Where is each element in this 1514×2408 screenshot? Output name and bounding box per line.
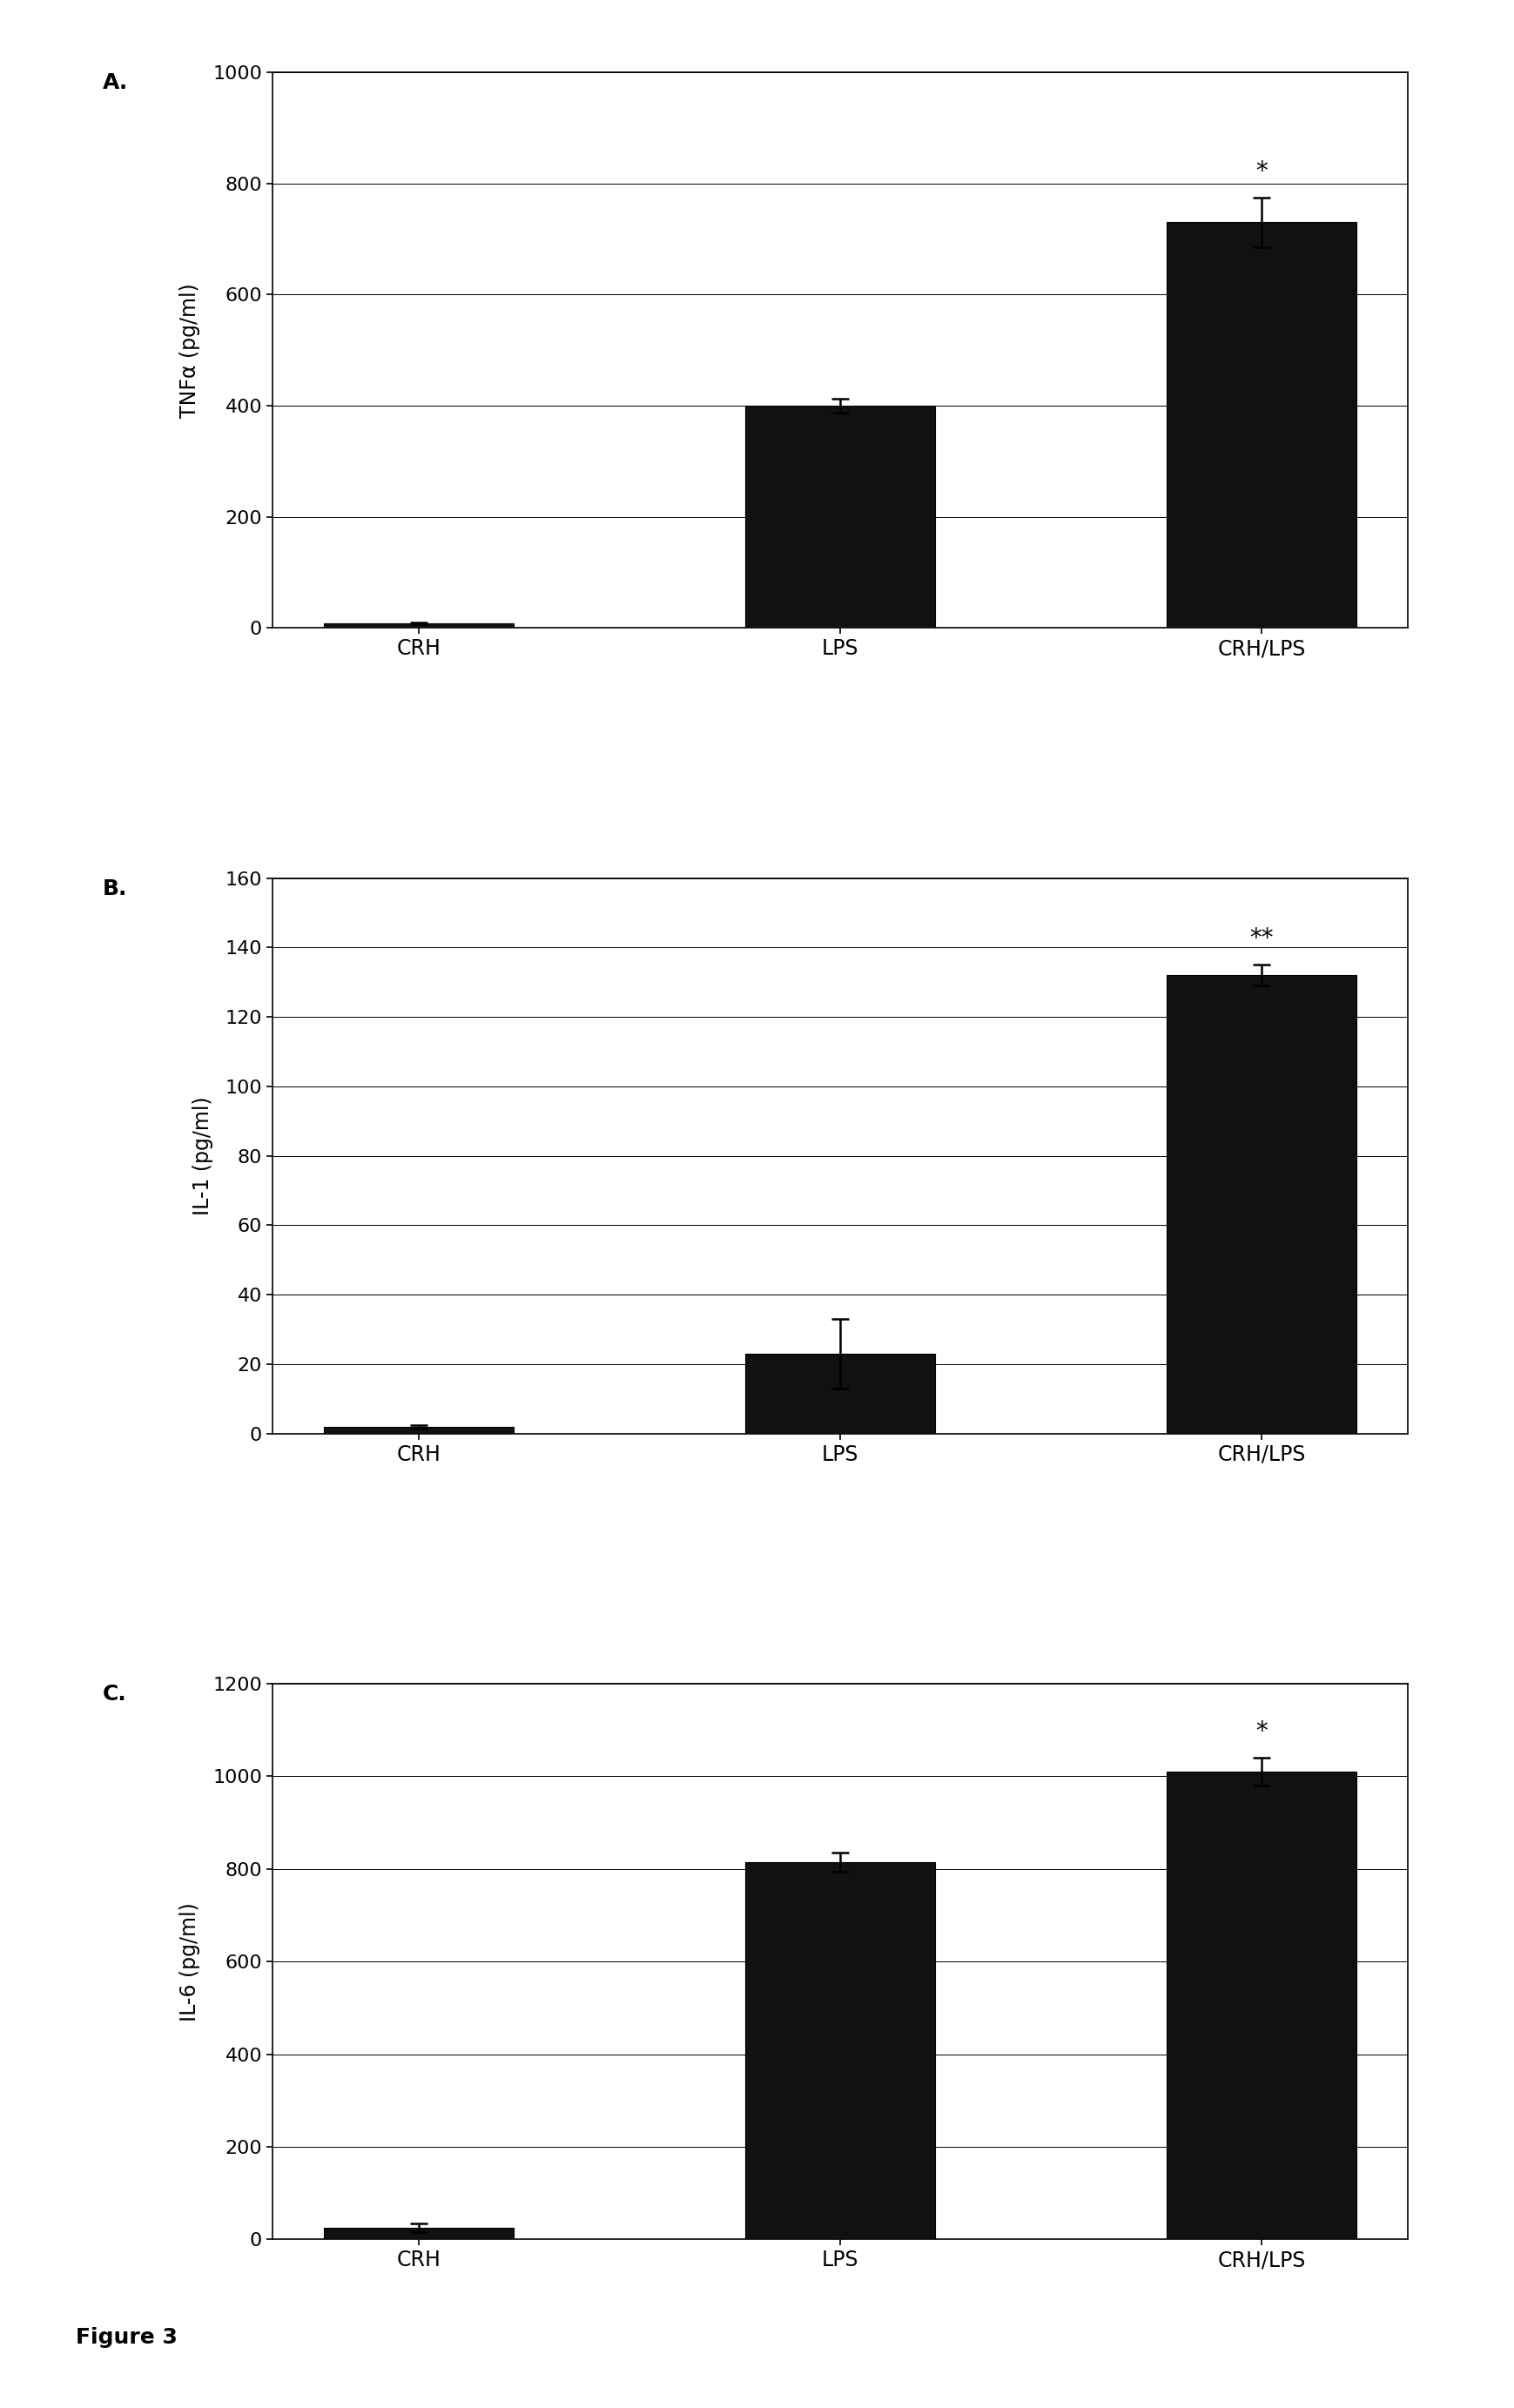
Bar <box>745 405 936 628</box>
Bar <box>1167 222 1357 628</box>
Text: *: * <box>1255 1719 1267 1743</box>
Bar <box>324 2227 513 2239</box>
Bar <box>745 1861 936 2239</box>
Text: *: * <box>1255 159 1267 183</box>
Bar <box>745 1353 936 1433</box>
Text: A.: A. <box>101 72 127 94</box>
Bar <box>324 624 513 628</box>
Text: B.: B. <box>101 879 127 898</box>
Bar <box>1167 1772 1357 2239</box>
Text: **: ** <box>1249 927 1273 951</box>
Y-axis label: IL-1 (pg/ml): IL-1 (pg/ml) <box>192 1096 213 1216</box>
Bar <box>324 1426 513 1433</box>
Y-axis label: TNFα (pg/ml): TNFα (pg/ml) <box>180 282 201 417</box>
Text: Figure 3: Figure 3 <box>76 2326 177 2348</box>
Text: C.: C. <box>101 1683 126 1705</box>
Y-axis label: IL-6 (pg/ml): IL-6 (pg/ml) <box>180 1902 201 2020</box>
Bar <box>1167 975 1357 1433</box>
